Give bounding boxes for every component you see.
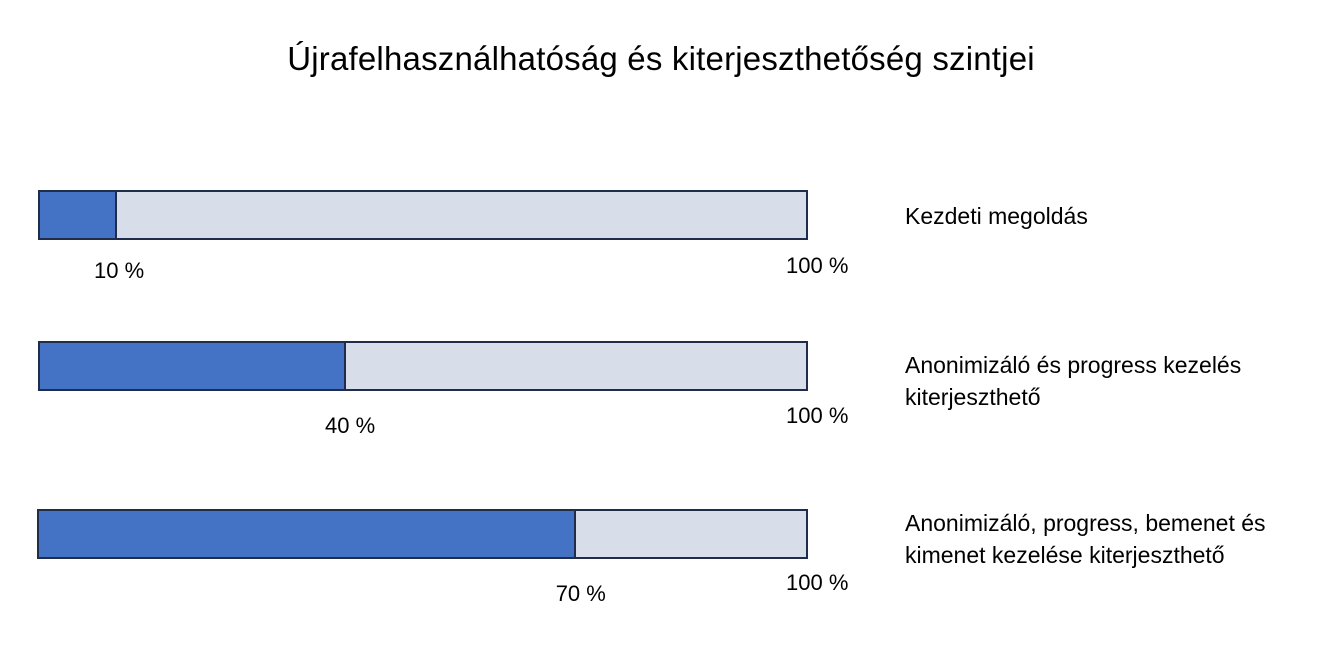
progress-value-label: 40 % [325,413,376,438]
level-row-3: 70 % 100 % Anonimizáló, progress, bemene… [0,509,1337,619]
progress-max-label: 100 % [786,570,849,595]
progress-track [38,190,808,240]
level-label: Anonimizáló, progress, bemenet és kimene… [905,510,1266,568]
level-row-2: 40 % 100 % Anonimizáló és progress kezel… [0,341,1337,451]
progress-value-label: 70 % [555,581,606,606]
level-label: Kezdeti megoldás [905,203,1088,229]
progress-value-label: 10 % [94,258,145,283]
progress-fill [40,343,347,389]
progress-max-label: 100 % [786,253,849,278]
level-label: Anonimizáló és progress kezelés kiterjes… [905,352,1242,410]
progress-fill [39,511,576,557]
diagram-title: Újrafelhasználhatóság és kiterjeszthetős… [287,40,1035,77]
progress-max-label: 100 % [786,403,849,428]
progress-track [37,509,808,559]
progress-fill [40,192,117,238]
level-row-1: 10 % 100 % Kezdeti megoldás [0,190,1337,300]
progress-track [38,341,808,391]
